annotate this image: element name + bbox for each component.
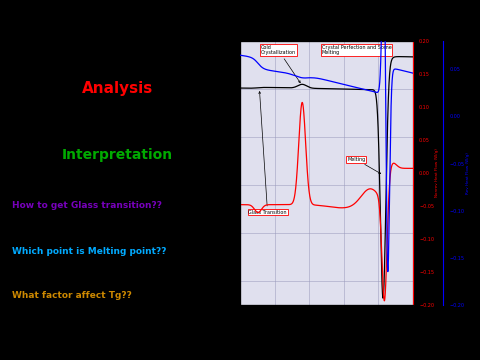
Text: Crystal Perfection and Some
Melting: Crystal Perfection and Some Melting [322, 45, 391, 55]
Y-axis label: Heat Flow (W/g): Heat Flow (W/g) [220, 151, 225, 195]
Text: Cold
Crystallization: Cold Crystallization [261, 45, 300, 83]
Text: Interpretation: Interpretation [62, 148, 173, 162]
Text: What factor affect Tg??: What factor affect Tg?? [12, 291, 132, 300]
X-axis label: Temperature (°C): Temperature (°C) [299, 319, 354, 324]
Text: and: and [105, 116, 131, 129]
Y-axis label: Rev Heat Flow (W/g): Rev Heat Flow (W/g) [466, 152, 470, 194]
Y-axis label: Nonrev Heat Flow (W/g): Nonrev Heat Flow (W/g) [435, 149, 439, 197]
Text: Which point is Melting point??: Which point is Melting point?? [12, 247, 166, 256]
Text: Melting: Melting [347, 157, 381, 174]
Text: Analysis: Analysis [82, 81, 153, 96]
Text: DSC Graph: DSC Graph [80, 46, 156, 59]
Text: How to get Glass transition??: How to get Glass transition?? [12, 201, 162, 210]
Text: Glass Transition: Glass Transition [248, 91, 287, 215]
